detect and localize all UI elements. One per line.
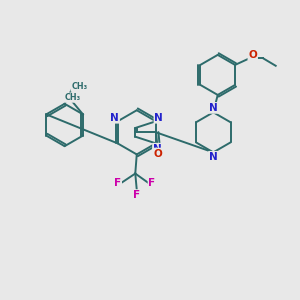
Text: N: N bbox=[153, 144, 162, 154]
Text: F: F bbox=[148, 178, 156, 188]
Text: O: O bbox=[248, 50, 257, 60]
Text: CH₃: CH₃ bbox=[64, 93, 81, 102]
Text: O: O bbox=[153, 148, 162, 158]
Text: N: N bbox=[209, 103, 218, 113]
Text: N: N bbox=[209, 152, 218, 162]
Text: N: N bbox=[110, 113, 119, 123]
Text: F: F bbox=[114, 178, 121, 188]
Text: N: N bbox=[154, 113, 163, 123]
Text: F: F bbox=[133, 190, 140, 200]
Text: CH₃: CH₃ bbox=[71, 82, 87, 91]
